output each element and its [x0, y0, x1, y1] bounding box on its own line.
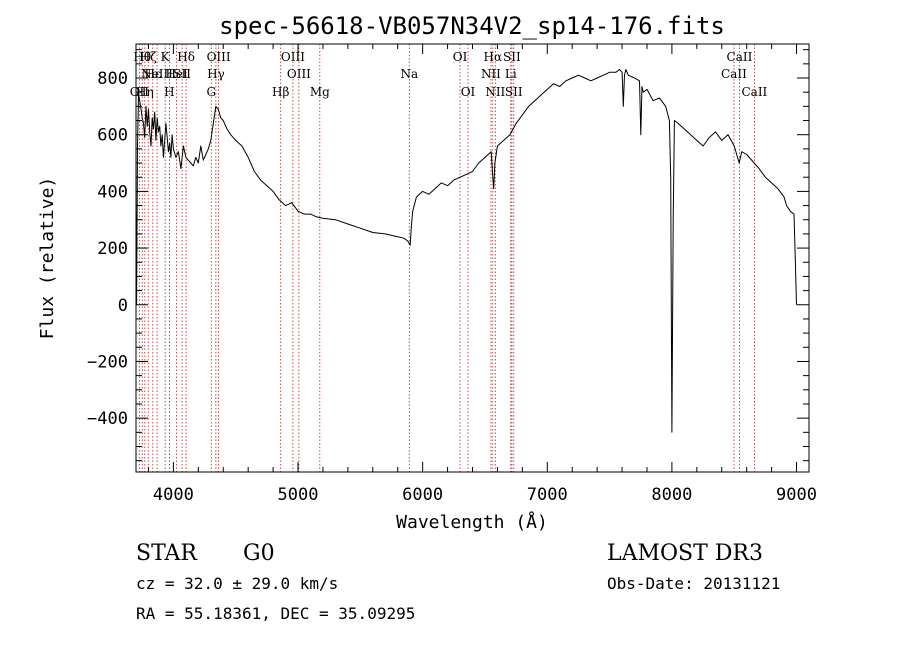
line-marker-label: CaII [721, 67, 747, 81]
x-tick-label: 4000 [153, 485, 194, 505]
line-marker-label: NII [481, 67, 501, 81]
line-marker-label: Li [505, 67, 517, 81]
line-marker-labels: OIIHθHηHζHεNeIIIKHHeISIIHδGHγOIIIHβOIIIO… [130, 50, 768, 99]
y-tick-label: 0 [118, 296, 128, 316]
line-marker-label: Hθ [133, 50, 151, 64]
line-marker-label: K [161, 50, 171, 64]
object-subclass: G0 [243, 541, 275, 566]
line-marker-label: Hζ [140, 50, 157, 64]
line-marker-label: Na [400, 67, 418, 81]
line-marker-label: H [164, 85, 174, 99]
chart-title: spec-56618-VB057N34V2_sp14-176.fits [219, 12, 725, 40]
x-tick-label: 7000 [527, 485, 568, 505]
line-marker-label: CaII [741, 85, 767, 99]
line-marker-label: Hδ [177, 50, 195, 64]
line-marker-label: Mg [310, 85, 330, 99]
y-tick-label: −400 [87, 409, 128, 429]
line-marker-label: Hγ [207, 67, 225, 81]
coordinates: RA = 55.18361, DEC = 35.09295 [136, 604, 416, 623]
x-axis-label: Wavelength (Å) [396, 511, 548, 533]
line-marker-label: OI [461, 85, 476, 99]
x-tick-label: 6000 [402, 485, 443, 505]
redshift-velocity: cz = 32.0 ± 29.0 km/s [136, 574, 339, 593]
y-tick-label: 600 [97, 126, 128, 146]
line-marker-label: SII [505, 85, 523, 99]
line-marker-label: OIII [281, 50, 305, 64]
x-tick-label: 9000 [776, 485, 817, 505]
plot-frame [135, 43, 810, 473]
line-marker-label: SII [173, 67, 191, 81]
line-marker-label: NeIII [141, 67, 173, 81]
line-marker-label: NII [485, 85, 505, 99]
line-marker-label: OI [453, 50, 468, 64]
line-markers [138, 44, 755, 472]
x-axis-ticks: 4000 5000 6000 7000 8000 9000 [147, 44, 817, 505]
y-tick-label: −200 [87, 352, 128, 372]
line-marker-label: OIII [287, 67, 311, 81]
line-marker-label: OIII [207, 50, 231, 64]
line-marker-label: G [206, 85, 216, 99]
y-tick-label: 200 [97, 239, 128, 259]
x-tick-label: 8000 [651, 485, 692, 505]
spectrum-series-line [135, 69, 797, 433]
line-marker-label: SII [503, 50, 521, 64]
line-marker-label: Hη [136, 85, 154, 99]
line-marker-label: Hε [144, 67, 161, 81]
line-marker-label: Hα [484, 50, 503, 64]
object-class: STAR [136, 541, 197, 566]
observation-date: Obs-Date: 20131121 [607, 574, 781, 593]
y-tick-label: 800 [97, 69, 128, 89]
line-marker-label: Hβ [272, 85, 289, 99]
series-group [135, 69, 797, 433]
y-tick-label: 400 [97, 182, 128, 202]
survey-name: LAMOST DR3 [607, 541, 763, 566]
x-tick-label: 5000 [278, 485, 319, 505]
line-marker-label: HeI [165, 67, 188, 81]
y-axis-label: Flux (relative) [37, 177, 58, 340]
line-marker-label: CaII [727, 50, 753, 64]
y-axis-ticks: −400 −200 0 200 400 600 800 [87, 49, 809, 462]
